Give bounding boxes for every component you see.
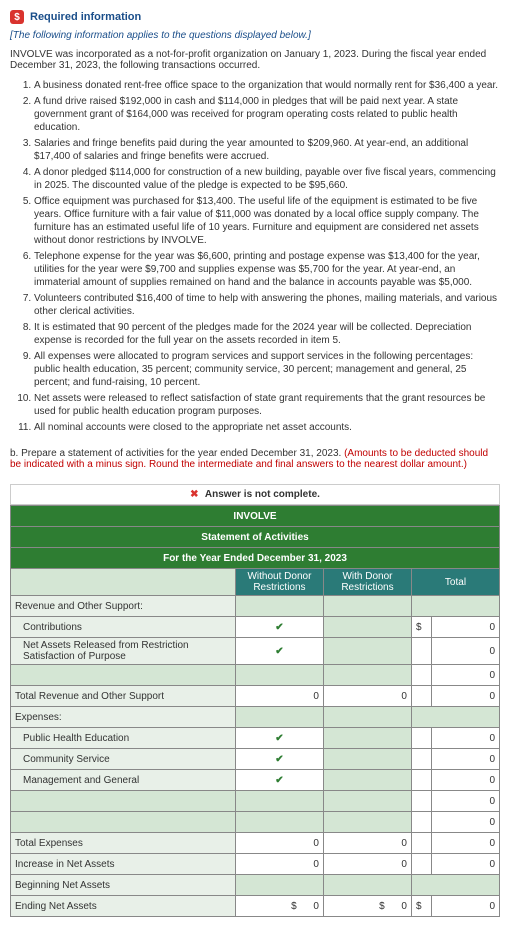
check-icon: ✔ <box>235 770 323 791</box>
val-cell: $ 0 <box>235 896 323 917</box>
row-total-exp: Total Expenses <box>11 833 236 854</box>
val-cell[interactable]: 0 <box>431 749 499 770</box>
required-info-title: Required information <box>30 11 141 23</box>
val-cell[interactable]: 0 <box>431 617 499 638</box>
x-icon: ✖ <box>190 489 198 500</box>
val-cell: 0 <box>431 896 499 917</box>
item-6: Telephone expense for the year was $6,60… <box>34 250 500 289</box>
banner-text: Answer is not complete. <box>205 489 320 500</box>
val-cell[interactable]: 0 <box>431 638 499 665</box>
item-3: Salaries and fringe benefits paid during… <box>34 137 500 163</box>
row-expenses: Expenses: <box>11 707 236 728</box>
val-cell: 0 <box>235 686 323 707</box>
val-cell[interactable]: 0 <box>431 812 499 833</box>
val-cell: 0 <box>431 686 499 707</box>
val-cell: 0 <box>323 686 411 707</box>
item-4: A donor pledged $114,000 for constructio… <box>34 166 500 192</box>
statement-table: INVOLVE Statement of Activities For the … <box>10 505 500 917</box>
val-cell: 0 <box>323 833 411 854</box>
val-cell: 0 <box>431 833 499 854</box>
val-cell: 0 <box>323 854 411 875</box>
item-2: A fund drive raised $192,000 in cash and… <box>34 95 500 134</box>
dollar-icon: $ <box>10 10 24 24</box>
dollar-cell: $ <box>411 617 431 638</box>
item-9: All expenses were allocated to program s… <box>34 350 500 389</box>
row-end-na: Ending Net Assets <box>11 896 236 917</box>
val-cell[interactable]: 0 <box>431 770 499 791</box>
row-cs[interactable]: Community Service <box>11 749 236 770</box>
stmt-title: Statement of Activities <box>11 527 500 548</box>
item-8: It is estimated that 90 percent of the p… <box>34 321 500 347</box>
intro-text: [The following information applies to th… <box>10 30 500 41</box>
item-11: All nominal accounts were closed to the … <box>34 421 500 434</box>
row-inc-na: Increase in Net Assets <box>11 854 236 875</box>
row-total-rev: Total Revenue and Other Support <box>11 686 236 707</box>
val-cell: 0 <box>235 833 323 854</box>
check-icon: ✔ <box>235 749 323 770</box>
val-cell: 0 <box>235 854 323 875</box>
check-icon: ✔ <box>235 728 323 749</box>
blank-row[interactable] <box>11 812 236 833</box>
check-icon: ✔ <box>235 638 323 665</box>
row-contrib[interactable]: Contributions <box>11 617 236 638</box>
blank-row[interactable] <box>11 791 236 812</box>
part-b-text: Prepare a statement of activities for th… <box>21 448 344 459</box>
item-1: A business donated rent-free office spac… <box>34 79 500 92</box>
check-icon: ✔ <box>235 617 323 638</box>
val-cell: $ 0 <box>323 896 411 917</box>
item-5: Office equipment was purchased for $13,4… <box>34 195 500 247</box>
stmt-org: INVOLVE <box>11 506 500 527</box>
blank-row[interactable] <box>11 665 236 686</box>
transaction-list: A business donated rent-free office spac… <box>10 79 500 434</box>
dollar-cell: $ <box>411 896 431 917</box>
stmt-period: For the Year Ended December 31, 2023 <box>11 548 500 569</box>
val-cell: 0 <box>431 854 499 875</box>
col-without: Without Donor Restrictions <box>235 569 323 596</box>
answer-banner: ✖ Answer is not complete. <box>10 484 500 505</box>
row-rev-support: Revenue and Other Support: <box>11 596 236 617</box>
row-narelease[interactable]: Net Assets Released from Restriction Sat… <box>11 638 236 665</box>
val-cell[interactable]: 0 <box>431 791 499 812</box>
part-b-label: b. <box>10 448 18 459</box>
part-b: b. Prepare a statement of activities for… <box>10 448 500 470</box>
row-beg-na: Beginning Net Assets <box>11 875 236 896</box>
item-7: Volunteers contributed $16,400 of time t… <box>34 292 500 318</box>
val-cell[interactable]: 0 <box>431 665 499 686</box>
row-mg[interactable]: Management and General <box>11 770 236 791</box>
row-phe[interactable]: Public Health Education <box>11 728 236 749</box>
item-10: Net assets were released to reflect sati… <box>34 392 500 418</box>
body-text: INVOLVE was incorporated as a not-for-pr… <box>10 49 500 71</box>
col-total: Total <box>411 569 499 596</box>
val-cell[interactable]: 0 <box>431 728 499 749</box>
col-with: With Donor Restrictions <box>323 569 411 596</box>
